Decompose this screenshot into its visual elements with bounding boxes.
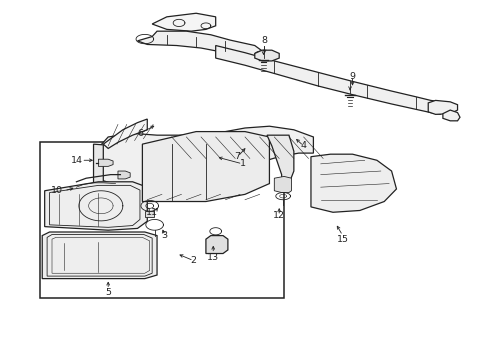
Polygon shape xyxy=(428,100,458,114)
Polygon shape xyxy=(206,235,228,253)
Bar xyxy=(40,142,284,298)
Polygon shape xyxy=(443,110,460,121)
Text: 13: 13 xyxy=(207,253,220,262)
Text: 7: 7 xyxy=(235,152,241,161)
Text: 9: 9 xyxy=(349,72,355,81)
Text: 1: 1 xyxy=(240,159,245,168)
Polygon shape xyxy=(103,119,147,148)
Polygon shape xyxy=(274,176,292,193)
Polygon shape xyxy=(98,159,113,166)
Polygon shape xyxy=(94,144,143,202)
Text: 4: 4 xyxy=(301,141,307,150)
Polygon shape xyxy=(146,211,154,217)
Text: 6: 6 xyxy=(137,129,143,138)
Text: 11: 11 xyxy=(146,208,158,217)
Polygon shape xyxy=(152,13,216,31)
Text: 3: 3 xyxy=(161,231,168,240)
Text: 14: 14 xyxy=(71,156,82,165)
Polygon shape xyxy=(311,154,396,212)
Text: 10: 10 xyxy=(51,186,63,195)
Text: 8: 8 xyxy=(262,36,268,45)
Polygon shape xyxy=(267,135,294,184)
Text: 2: 2 xyxy=(191,256,196,265)
Polygon shape xyxy=(118,171,130,179)
Text: 15: 15 xyxy=(337,235,349,244)
Text: 12: 12 xyxy=(273,211,285,220)
Polygon shape xyxy=(143,132,270,202)
Text: 5: 5 xyxy=(105,288,111,297)
Polygon shape xyxy=(138,31,265,58)
Polygon shape xyxy=(255,50,279,61)
Polygon shape xyxy=(45,182,147,230)
Polygon shape xyxy=(42,232,157,279)
Polygon shape xyxy=(216,45,441,114)
Polygon shape xyxy=(98,126,314,196)
